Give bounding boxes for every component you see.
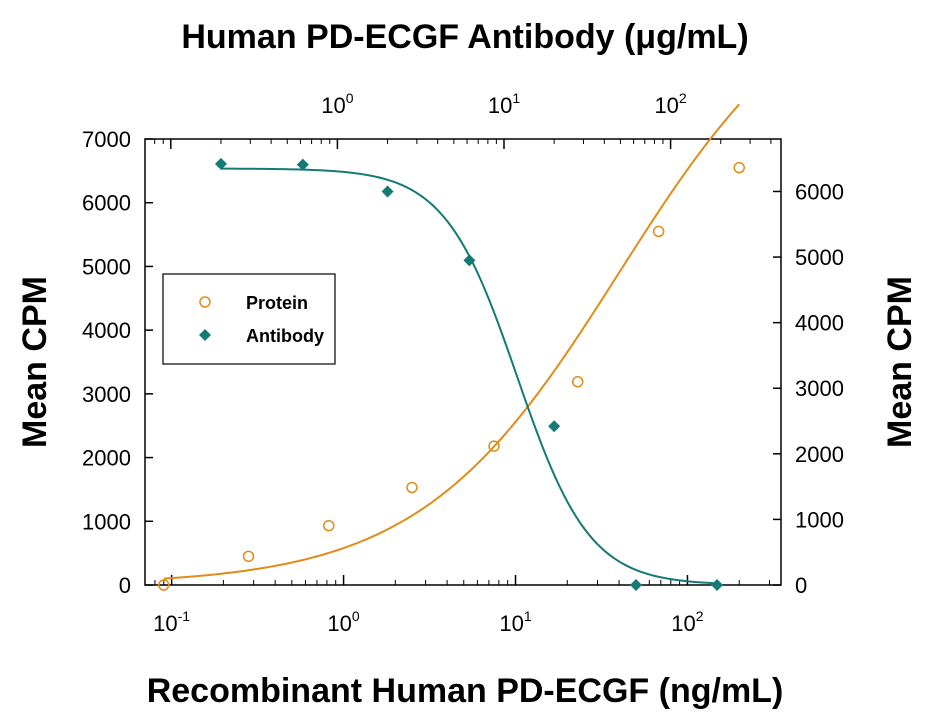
right-tick-label: 1000 <box>795 507 844 532</box>
right-axis: 0 1000 2000 3000 4000 5000 6000 <box>773 179 844 598</box>
data-point-antibody <box>463 254 476 267</box>
top-tick-label: 100 <box>321 90 353 118</box>
legend-antibody-label: Antibody <box>246 326 324 346</box>
left-axis-title: Mean CPM <box>16 276 54 448</box>
data-point-antibody <box>214 157 227 170</box>
right-tick-label: 0 <box>795 573 807 598</box>
top-axis-title: Human PD-ECGF Antibody (μg/mL) <box>181 18 748 56</box>
legend: Protein Antibody <box>162 273 336 365</box>
legend-protein-marker <box>199 296 211 308</box>
bottom-axis-title: Recombinant Human PD-ECGF (ng/mL) <box>147 672 784 710</box>
left-tick-label: 3000 <box>82 382 131 407</box>
plot-frame <box>144 138 782 586</box>
data-point-antibody <box>630 579 643 591</box>
left-tick-label: 1000 <box>82 509 131 534</box>
left-tick-label: 6000 <box>82 191 131 216</box>
left-tick-label: 7000 <box>82 127 131 152</box>
data-point-protein <box>488 440 500 452</box>
data-points <box>158 157 745 591</box>
data-point-protein <box>571 376 584 388</box>
data-point-antibody <box>296 158 309 171</box>
data-point-protein <box>158 579 170 591</box>
top-tick-label: 102 <box>654 90 686 118</box>
bottom-tick-label: 10-1 <box>153 608 190 636</box>
data-point-protein <box>733 161 745 174</box>
fit-curve-antibody <box>220 167 718 585</box>
left-tick-label: 5000 <box>82 254 131 279</box>
left-tick-label: 0 <box>119 573 131 598</box>
bottom-tick-label: 100 <box>327 608 359 636</box>
right-tick-label: 2000 <box>795 442 844 467</box>
top-tick-label: 101 <box>488 90 520 118</box>
top-axis <box>144 139 772 149</box>
legend-protein-label: Protein <box>246 293 308 313</box>
left-tick-label: 4000 <box>82 318 131 343</box>
right-tick-label: 5000 <box>795 245 844 270</box>
data-point-antibody <box>711 579 724 591</box>
data-point-antibody <box>548 420 561 433</box>
data-point-protein <box>323 519 335 532</box>
data-point-antibody <box>381 185 394 198</box>
bottom-tick-label: 102 <box>671 608 703 636</box>
fit-curve-protein <box>163 103 740 580</box>
legend-antibody-marker <box>199 329 211 341</box>
right-tick-label: 6000 <box>795 179 844 204</box>
left-tick-label: 2000 <box>82 446 131 471</box>
data-point-protein <box>652 225 665 238</box>
bottom-tick-label: 101 <box>499 608 531 636</box>
top-tick-labels: 100 101 102 <box>321 90 687 118</box>
legend-box <box>162 273 336 365</box>
bottom-axis: 10-1 100 101 102 <box>144 575 770 636</box>
data-point-protein <box>242 550 255 563</box>
data-point-protein <box>406 481 418 494</box>
right-tick-label: 3000 <box>795 376 844 401</box>
left-axis: 0 1000 2000 3000 4000 5000 6000 7000 <box>82 127 153 598</box>
right-axis-title: Mean CPM <box>881 276 919 448</box>
right-tick-label: 4000 <box>795 311 844 336</box>
